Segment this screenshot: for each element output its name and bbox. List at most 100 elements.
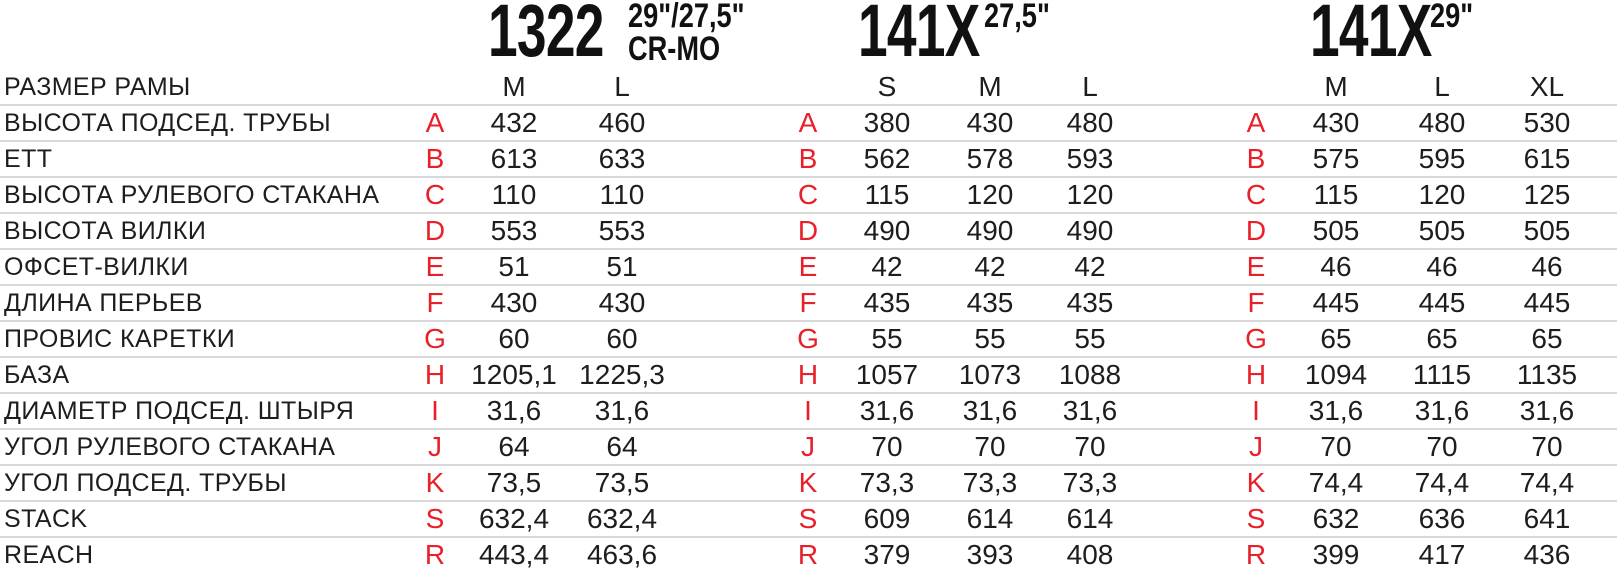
- table-row: ВЫСОТА ВИЛКИ D 553 553 D 490 490 490 D 505 505 505: [0, 212, 1617, 248]
- model-header-row: 1322 29"/27,5" CR-MO 141X 27,5" 141X 29": [0, 0, 1617, 70]
- dimension-code: S: [425, 503, 445, 534]
- dimension-value: 636: [1418, 503, 1466, 534]
- dimension-value: 463,6: [586, 539, 658, 570]
- size-header: M: [502, 71, 526, 102]
- row-header-label: РАЗМЕР РАМЫ: [4, 72, 191, 101]
- dimension-value: 73,5: [594, 467, 650, 498]
- dimension-value: 417: [1418, 539, 1466, 570]
- row-label: ОФСЕТ-ВИЛКИ: [4, 252, 189, 281]
- dimension-value: 31,6: [1414, 395, 1470, 426]
- dimension-value: 530: [1523, 107, 1571, 138]
- row-label: ПРОВИС КАРЕТКИ: [4, 324, 236, 353]
- table-row: REACH R 443,4 463,6 R 379 393 408 R 399 417 436: [0, 536, 1617, 572]
- dimension-code: C: [1245, 179, 1267, 210]
- dimension-value: 70: [1531, 431, 1563, 462]
- dimension-value: 42: [871, 251, 903, 282]
- dimension-code: F: [426, 287, 444, 318]
- dimension-value: 408: [1066, 539, 1114, 570]
- dimension-value: 609: [863, 503, 911, 534]
- dimension-value: 120: [1418, 179, 1466, 210]
- dimension-value: 70: [1426, 431, 1458, 462]
- dimension-value: 73,3: [859, 467, 915, 498]
- dimension-value: 42: [974, 251, 1006, 282]
- dimension-value: 1205,1: [471, 359, 557, 390]
- dimension-code: F: [799, 287, 817, 318]
- dimension-value: 490: [966, 215, 1014, 246]
- table-row: БАЗА H 1205,1 1225,3 H 1057 1073 1088 H 1094 1115 1…: [0, 356, 1617, 392]
- table-row: ВЫСОТА РУЛЕВОГО СТАКАНА C 110 110 C 115 120 120…: [0, 176, 1617, 212]
- row-label: УГОЛ РУЛЕВОГО СТАКАНА: [4, 432, 336, 461]
- dimension-value: 399: [1312, 539, 1360, 570]
- dimension-value: 632: [1312, 503, 1360, 534]
- size-header: XL: [1529, 71, 1565, 102]
- dimension-code: J: [428, 431, 442, 462]
- table-row: ПРОВИС КАРЕТКИ G 60 60 G 55 55 55 G 65 65 65: [0, 320, 1617, 356]
- model-spec-line: 27,5": [984, 0, 1050, 35]
- dimension-code: D: [424, 215, 446, 246]
- row-label: ВЫСОТА ВИЛКИ: [4, 216, 207, 245]
- dimension-code: G: [424, 323, 446, 354]
- dimension-value: 1088: [1058, 359, 1122, 390]
- dimension-value: 505: [1312, 215, 1360, 246]
- dimension-value: 633: [598, 143, 646, 174]
- dimension-code: I: [431, 395, 439, 426]
- row-label: ДИАМЕТР ПОДСЕД. ШТЫРЯ: [4, 396, 355, 425]
- size-header: M: [978, 71, 1002, 102]
- dimension-value: 432: [490, 107, 538, 138]
- dimension-value: 436: [1523, 539, 1571, 570]
- dimension-value: 55: [1074, 323, 1106, 354]
- dimension-code: E: [425, 251, 445, 282]
- dimension-value: 641: [1523, 503, 1571, 534]
- dimension-value: 60: [498, 323, 530, 354]
- dimension-value: 575: [1312, 143, 1360, 174]
- model-title-141x-275: 141X: [858, 0, 980, 72]
- dimension-value: 31,6: [859, 395, 915, 426]
- model-spec-line: CR-MO: [628, 30, 721, 68]
- dimension-value: 55: [871, 323, 903, 354]
- dimension-value: 595: [1418, 143, 1466, 174]
- table-row: ВЫСОТА ПОДСЕД. ТРУБЫ A 432 460 A 380 430 480 A 43…: [0, 104, 1617, 140]
- dimension-value: 46: [1426, 251, 1458, 282]
- dimension-value: 430: [1312, 107, 1360, 138]
- dimension-code: H: [1245, 359, 1267, 390]
- dimension-code: I: [1252, 395, 1260, 426]
- dimension-code: K: [798, 467, 818, 498]
- dimension-value: 46: [1531, 251, 1563, 282]
- dimension-value: 70: [871, 431, 903, 462]
- row-label: REACH: [4, 540, 94, 569]
- model-subtitle-1322: 29"/27,5" CR-MO: [628, 0, 745, 66]
- dimension-code: I: [804, 395, 812, 426]
- dimension-code: J: [1249, 431, 1263, 462]
- dimension-value: 31,6: [1062, 395, 1118, 426]
- dimension-value: 435: [1066, 287, 1114, 318]
- dimension-value: 379: [863, 539, 911, 570]
- dimension-value: 73,5: [486, 467, 542, 498]
- dimension-value: 120: [966, 179, 1014, 210]
- table-row: STACK S 632,4 632,4 S 609 614 614 S 632 636 641: [0, 500, 1617, 536]
- size-header: S: [877, 71, 897, 102]
- dimension-value: 51: [606, 251, 638, 282]
- dimension-value: 613: [490, 143, 538, 174]
- dimension-value: 614: [966, 503, 1014, 534]
- dimension-value: 74,4: [1308, 467, 1364, 498]
- dimension-code: B: [425, 143, 445, 174]
- dimension-value: 31,6: [1308, 395, 1364, 426]
- dimension-code: R: [797, 539, 819, 570]
- dimension-value: 593: [1066, 143, 1114, 174]
- dimension-value: 480: [1066, 107, 1114, 138]
- dimension-value: 430: [966, 107, 1014, 138]
- dimension-value: 65: [1426, 323, 1458, 354]
- dimension-value: 1094: [1304, 359, 1368, 390]
- dimension-value: 31,6: [1519, 395, 1575, 426]
- table-row: УГОЛ РУЛЕВОГО СТАКАНА J 64 64 J 70 70 70 J 70 70 70: [0, 428, 1617, 464]
- dimension-value: 1057: [855, 359, 919, 390]
- dimension-value: 632,4: [478, 503, 550, 534]
- dimension-value: 31,6: [486, 395, 542, 426]
- dimension-value: 110: [491, 179, 537, 210]
- row-label: ДЛИНА ПЕРЬЕВ: [4, 288, 203, 317]
- dimension-value: 55: [974, 323, 1006, 354]
- dimension-value: 115: [864, 179, 910, 210]
- dimension-code: S: [1246, 503, 1266, 534]
- table-row: ДИАМЕТР ПОДСЕД. ШТЫРЯ I 31,6 31,6 I 31,6 31,6 3…: [0, 392, 1617, 428]
- dimension-value: 553: [598, 215, 646, 246]
